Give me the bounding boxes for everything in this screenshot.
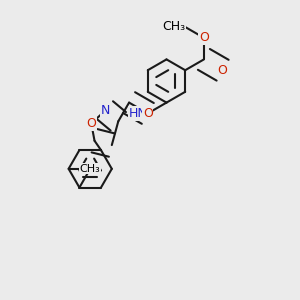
Text: CH₃: CH₃ [80,164,101,174]
Text: O: O [86,117,96,130]
Text: O: O [143,107,153,120]
Text: HN: HN [129,107,148,120]
Text: CH₃: CH₃ [80,164,101,174]
Text: O: O [218,64,228,77]
Text: O: O [199,31,209,44]
Text: CH₃: CH₃ [162,20,185,34]
Text: N: N [100,104,110,117]
